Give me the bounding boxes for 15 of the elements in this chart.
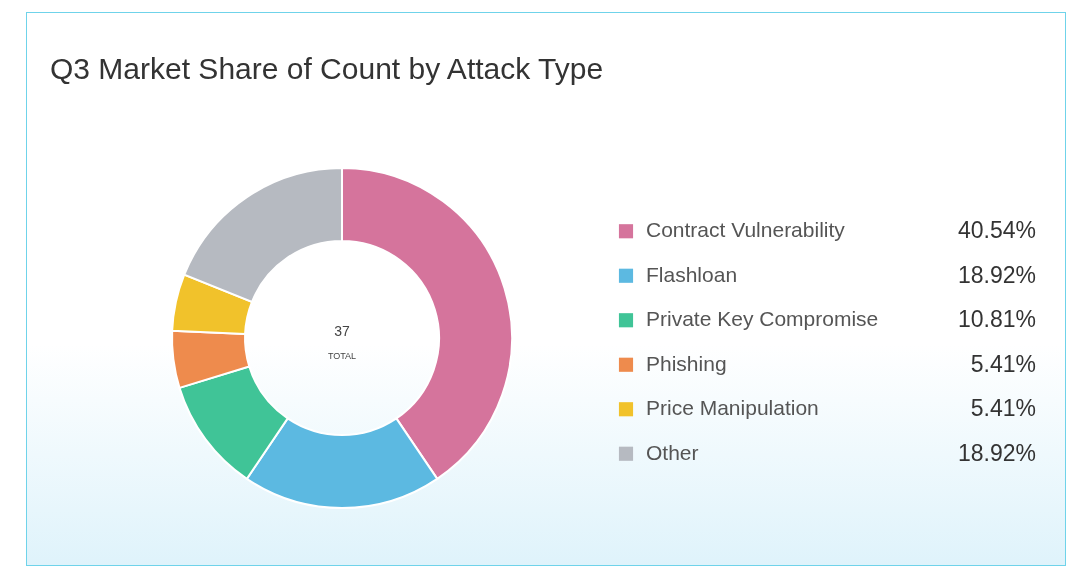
legend-label: Price Manipulation — [646, 396, 819, 420]
text: 37 — [334, 323, 350, 339]
legend-label: Other — [646, 440, 699, 464]
data-label: 18.92% — [957, 261, 1036, 288]
legend-label: Phishing — [646, 351, 727, 375]
data-label: 18.92% — [957, 439, 1036, 466]
data-label: 40.54% — [957, 217, 1036, 244]
data-label: 5.41% — [970, 395, 1036, 422]
data-label: 10.81% — [957, 306, 1036, 333]
chart-title: Q3 Market Share of Count by Attack Type — [50, 52, 604, 85]
data-label: 5.41% — [970, 350, 1036, 377]
legend-label: Flashloan — [646, 262, 738, 286]
text: TOTAL — [327, 351, 357, 361]
legend-label: Private Key Compromise — [646, 307, 879, 331]
legend-label: Contract Vulnerability — [646, 218, 846, 242]
